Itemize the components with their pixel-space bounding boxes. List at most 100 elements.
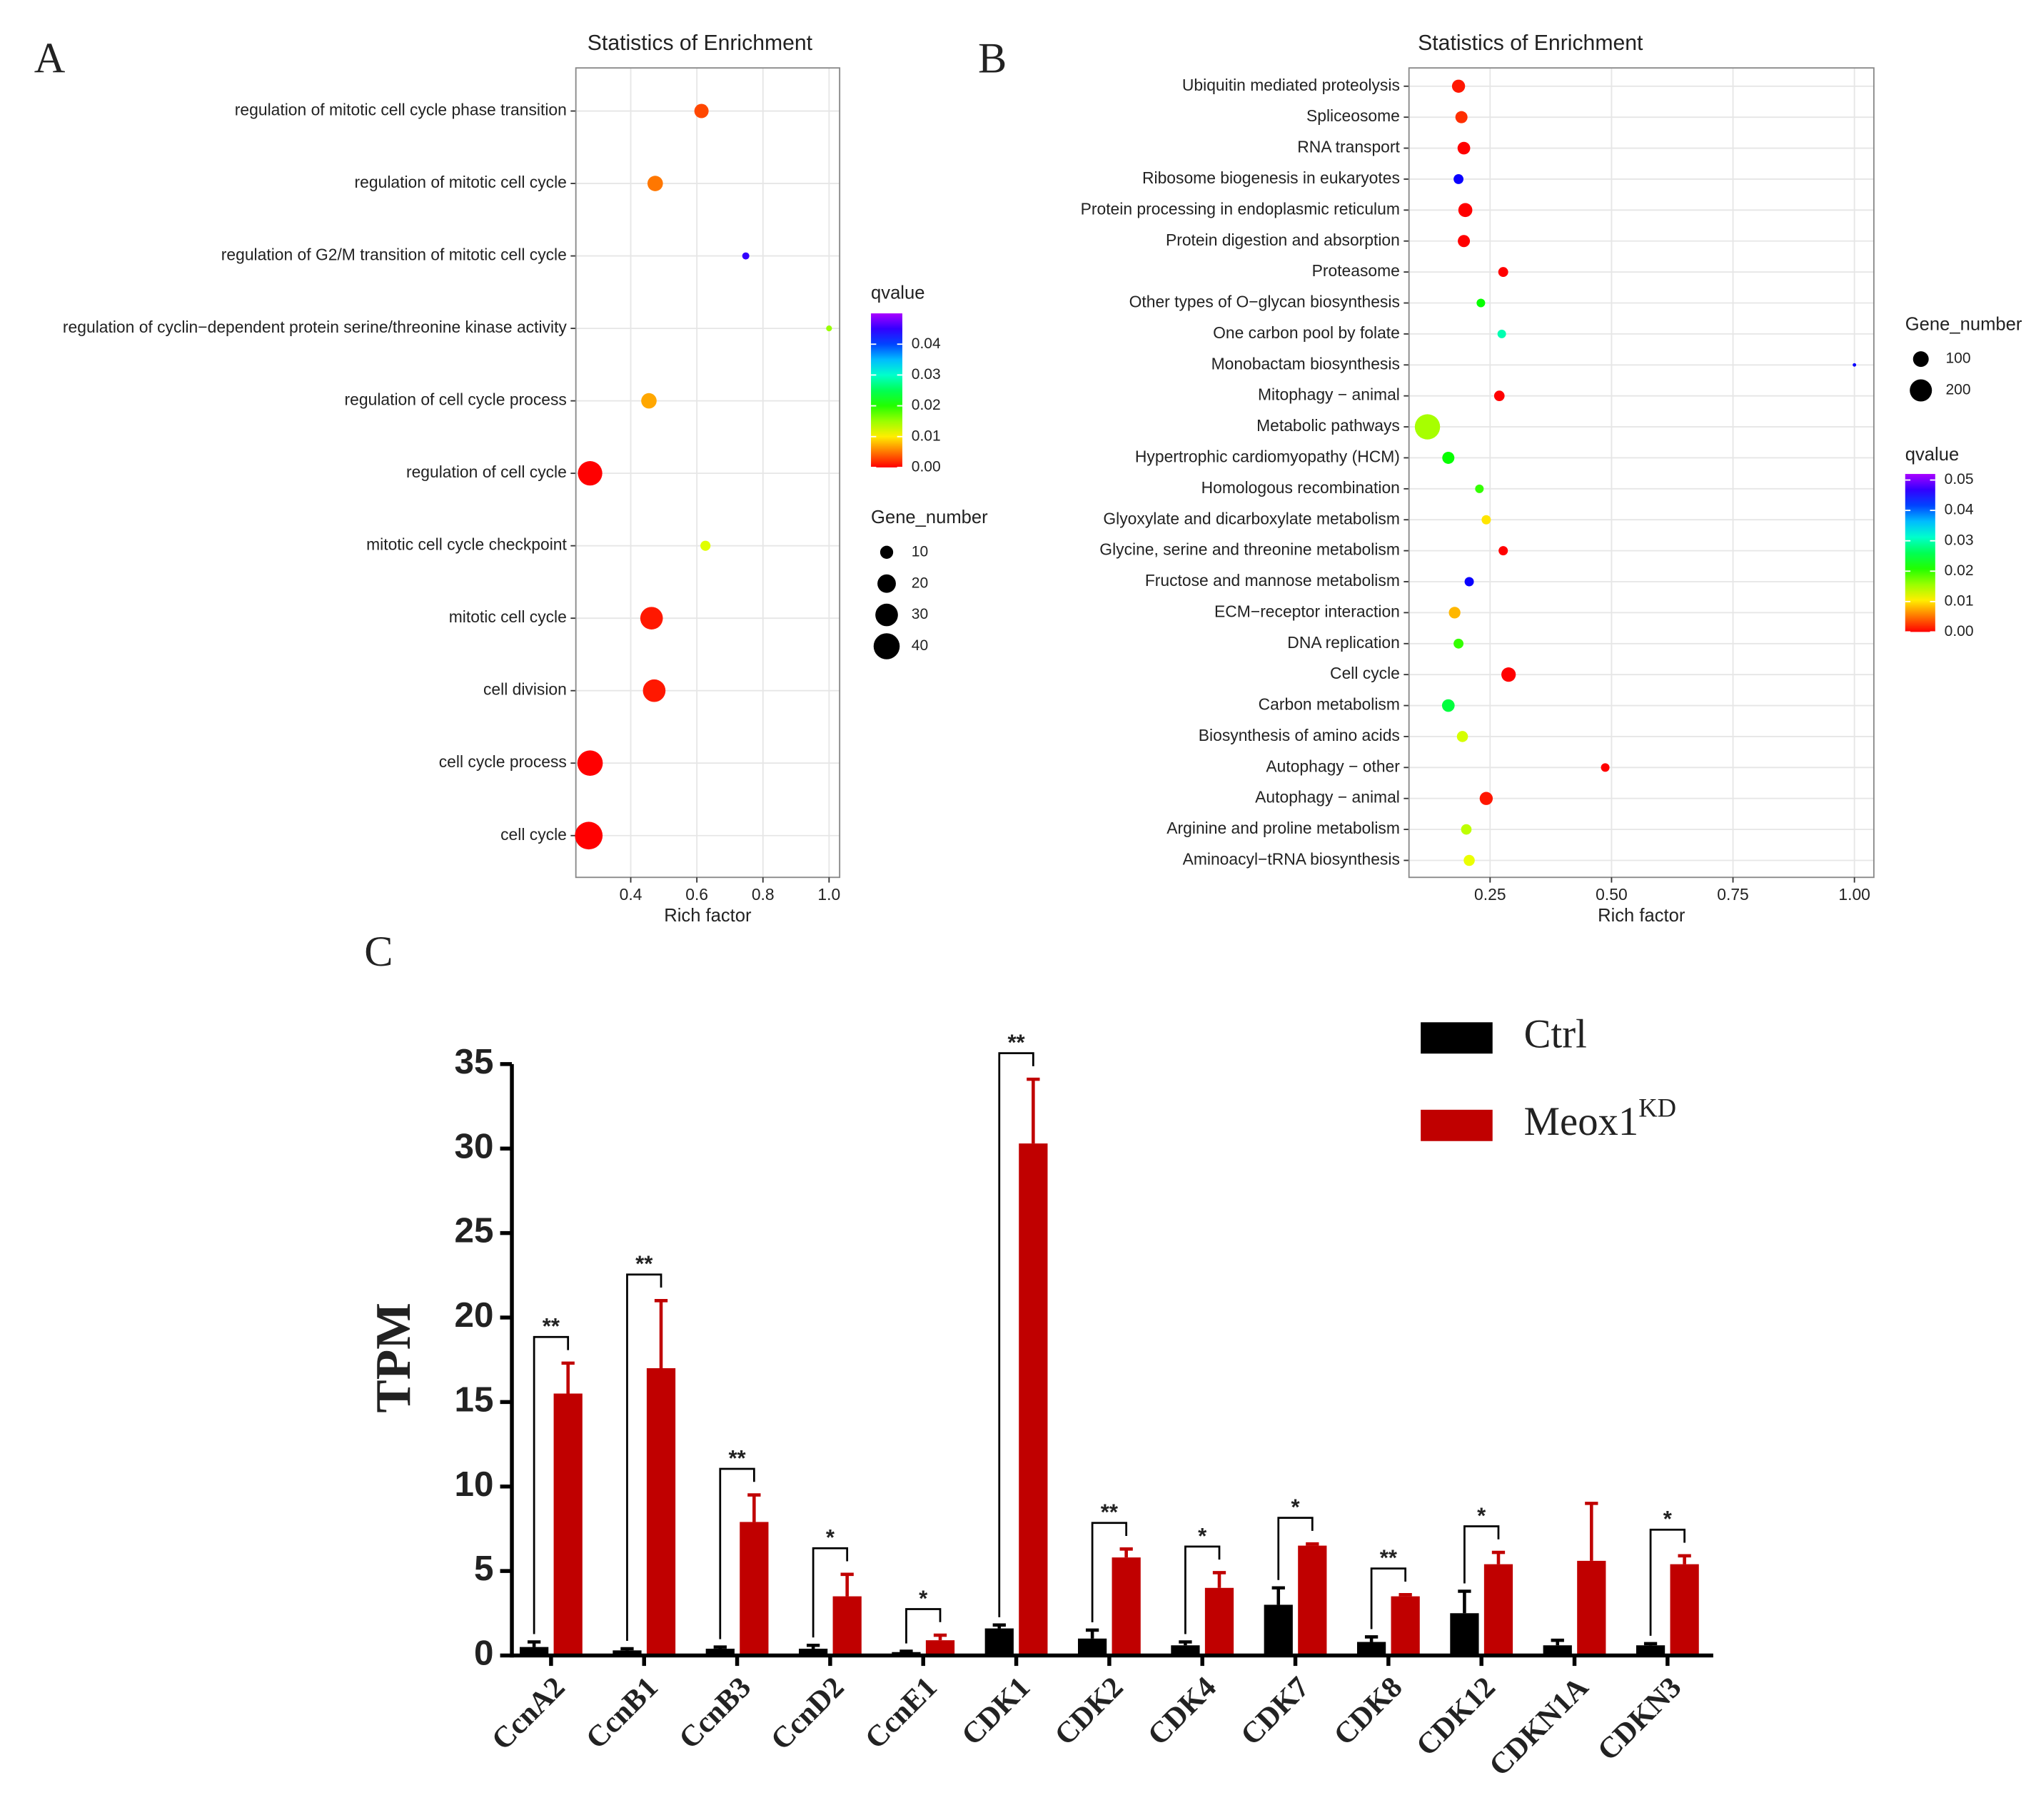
plot-panel <box>1408 68 1874 878</box>
significance-bracket <box>1091 1522 1128 1622</box>
y-tick-label: Biosynthesis of amino acids <box>1199 726 1400 744</box>
legend-name: Meox1 <box>1524 1099 1639 1144</box>
bar <box>1112 1557 1141 1656</box>
significance-label: ** <box>543 1314 560 1339</box>
legend-name: Ctrl <box>1524 1011 1587 1056</box>
size-key <box>873 633 900 659</box>
dot <box>578 461 603 486</box>
significance-bracket <box>719 1467 755 1639</box>
bar <box>832 1596 862 1656</box>
x-tick-label: 0.6 <box>685 885 708 904</box>
significance-label: * <box>1663 1507 1673 1532</box>
y-tick-label: Carbon metabolism <box>1259 695 1400 714</box>
dot <box>1601 763 1610 772</box>
dot <box>742 252 750 260</box>
dot <box>1479 792 1493 805</box>
dot <box>1476 298 1486 308</box>
x-tick-label: 0.4 <box>620 885 642 904</box>
y-tick-label: cell division <box>483 680 567 699</box>
y-tick-label: mitotic cell cycle <box>449 607 567 626</box>
bar <box>1077 1638 1107 1656</box>
y-tick-label: Cell cycle <box>1330 664 1400 682</box>
x-tick-label: 0.75 <box>1717 885 1748 904</box>
x-tick-label: 1.00 <box>1838 885 1870 904</box>
y-tick-label: cell cycle process <box>439 752 567 771</box>
bar <box>553 1393 583 1656</box>
y-tick-label: 25 <box>455 1211 494 1250</box>
size-label: 200 <box>1945 382 1970 398</box>
x-tick-label: 0.8 <box>752 885 775 904</box>
legend-title: Gene_number <box>871 507 988 527</box>
dot <box>642 679 666 702</box>
bar <box>1577 1560 1606 1656</box>
dot <box>1448 607 1461 619</box>
dot <box>575 821 603 850</box>
colorbar <box>871 313 902 467</box>
plot-panel <box>575 68 840 878</box>
y-tick-label: 5 <box>474 1549 493 1588</box>
significance-bracket <box>1649 1528 1686 1636</box>
y-tick-label: Spliceosome <box>1306 106 1400 125</box>
y-tick-label: DNA replication <box>1287 633 1400 652</box>
dot <box>1501 667 1516 682</box>
colorbar <box>1905 474 1935 632</box>
bar <box>705 1648 735 1656</box>
dot <box>1498 267 1508 278</box>
colorbar-label: 0.01 <box>1945 592 1974 609</box>
legend-title: qvalue <box>1905 445 1959 465</box>
dot <box>1456 731 1468 742</box>
bar <box>1670 1564 1699 1656</box>
significance-label: ** <box>1380 1545 1398 1570</box>
x-axis-label: Rich factor <box>664 906 752 926</box>
size-key <box>1910 379 1932 402</box>
bar <box>798 1648 828 1656</box>
dot <box>826 325 832 332</box>
dot <box>1853 363 1857 367</box>
dot <box>1441 699 1455 712</box>
dot <box>1451 79 1466 93</box>
dot <box>1498 546 1508 556</box>
size-label: 20 <box>912 575 928 591</box>
bar <box>925 1640 955 1656</box>
bar <box>1204 1587 1234 1656</box>
legend-title: qvalue <box>871 283 924 303</box>
dot <box>1493 390 1505 402</box>
colorbar-label: 0.00 <box>1945 623 1974 639</box>
colorbar-label: 0.04 <box>912 335 941 352</box>
y-tick-label: Glyoxylate and dicarboxylate metabolism <box>1103 509 1399 527</box>
y-tick-label: Fructose and mannose metabolism <box>1145 571 1400 590</box>
significance-bracket <box>905 1608 942 1644</box>
colorbar-label: 0.04 <box>1945 502 1974 518</box>
y-tick-label: cell cycle <box>500 825 567 844</box>
dot <box>1497 329 1506 338</box>
dot <box>1458 203 1473 218</box>
dot <box>1453 638 1464 649</box>
x-tick-label: 0.50 <box>1596 885 1628 904</box>
plot-border <box>1408 67 1875 879</box>
colorbar-label: 0.03 <box>1945 532 1974 548</box>
bar <box>1171 1645 1200 1656</box>
dot <box>700 540 711 551</box>
dot <box>647 176 663 191</box>
y-tick-label: Metabolic pathways <box>1256 416 1400 435</box>
y-tick-label: regulation of cell cycle <box>406 462 567 481</box>
y-tick-label: Ribosome biogenesis in eukaryotes <box>1142 168 1400 187</box>
y-tick-label: Monobactam biosynthesis <box>1211 354 1400 373</box>
y-tick-label: One carbon pool by folate <box>1213 323 1400 342</box>
significance-bracket <box>1463 1525 1500 1584</box>
dot <box>577 750 603 777</box>
significance-bracket <box>1370 1567 1407 1629</box>
colorbar-label: 0.00 <box>912 458 941 475</box>
bar <box>740 1522 769 1656</box>
bar <box>1543 1645 1572 1656</box>
dot <box>694 103 709 118</box>
y-tick-label: 15 <box>455 1380 494 1419</box>
dot <box>1455 111 1468 123</box>
y-tick-label: regulation of mitotic cell cycle phase t… <box>235 101 567 119</box>
legend-swatch <box>1421 1109 1493 1141</box>
bar <box>646 1367 676 1656</box>
y-tick-label: 0 <box>474 1634 493 1673</box>
colorbar-label: 0.02 <box>1945 562 1974 579</box>
bar <box>1264 1604 1293 1656</box>
